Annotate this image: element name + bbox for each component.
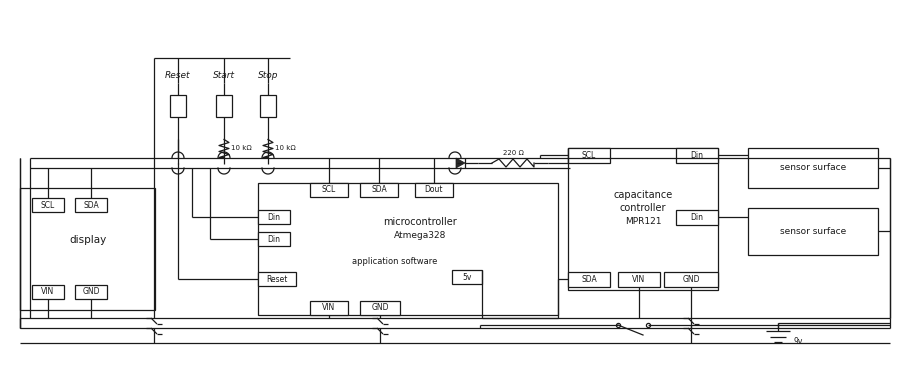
Text: Atmega328: Atmega328 bbox=[394, 231, 446, 240]
FancyBboxPatch shape bbox=[257, 272, 295, 286]
Polygon shape bbox=[455, 158, 464, 168]
Text: GND: GND bbox=[682, 275, 699, 284]
FancyBboxPatch shape bbox=[310, 301, 348, 315]
FancyBboxPatch shape bbox=[567, 148, 610, 163]
FancyBboxPatch shape bbox=[567, 148, 717, 290]
Text: Dout: Dout bbox=[424, 186, 442, 194]
Text: Reset: Reset bbox=[266, 275, 287, 284]
Text: 9v: 9v bbox=[793, 336, 802, 345]
Text: Din: Din bbox=[690, 213, 703, 222]
Text: SDA: SDA bbox=[371, 186, 386, 194]
FancyBboxPatch shape bbox=[452, 270, 481, 284]
Text: controller: controller bbox=[619, 203, 666, 213]
FancyBboxPatch shape bbox=[747, 148, 877, 188]
FancyBboxPatch shape bbox=[567, 272, 610, 287]
FancyBboxPatch shape bbox=[257, 232, 290, 246]
Text: 10 kΩ: 10 kΩ bbox=[231, 145, 251, 151]
Text: GND: GND bbox=[82, 287, 99, 296]
Text: sensor surface: sensor surface bbox=[779, 226, 845, 235]
FancyBboxPatch shape bbox=[664, 272, 717, 287]
Text: Din: Din bbox=[690, 151, 703, 160]
FancyBboxPatch shape bbox=[32, 285, 64, 299]
Text: Din: Din bbox=[267, 235, 280, 244]
FancyBboxPatch shape bbox=[359, 301, 399, 315]
Text: VIN: VIN bbox=[632, 275, 645, 284]
Text: application software: application software bbox=[352, 258, 437, 266]
FancyBboxPatch shape bbox=[747, 208, 877, 255]
Text: SCL: SCL bbox=[321, 186, 336, 194]
Text: 220 Ω: 220 Ω bbox=[502, 150, 523, 156]
FancyBboxPatch shape bbox=[618, 272, 659, 287]
Text: SDA: SDA bbox=[83, 200, 98, 210]
Text: microcontroller: microcontroller bbox=[383, 217, 456, 227]
Text: Stop: Stop bbox=[257, 70, 278, 79]
FancyBboxPatch shape bbox=[257, 183, 557, 315]
Text: capacitance: capacitance bbox=[613, 190, 672, 200]
FancyBboxPatch shape bbox=[170, 95, 186, 117]
FancyBboxPatch shape bbox=[359, 183, 397, 197]
Text: sensor surface: sensor surface bbox=[779, 163, 845, 172]
FancyBboxPatch shape bbox=[75, 198, 107, 212]
Text: 10 kΩ: 10 kΩ bbox=[275, 145, 295, 151]
Text: MPR121: MPR121 bbox=[624, 217, 660, 226]
FancyBboxPatch shape bbox=[260, 95, 275, 117]
FancyBboxPatch shape bbox=[75, 285, 107, 299]
Text: VIN: VIN bbox=[42, 287, 54, 296]
Text: 5v: 5v bbox=[461, 273, 471, 282]
FancyBboxPatch shape bbox=[216, 95, 232, 117]
Text: SCL: SCL bbox=[582, 151, 595, 160]
Text: GND: GND bbox=[371, 303, 388, 312]
Text: display: display bbox=[70, 235, 107, 245]
FancyBboxPatch shape bbox=[414, 183, 452, 197]
Text: Reset: Reset bbox=[165, 70, 191, 79]
FancyBboxPatch shape bbox=[310, 183, 348, 197]
Text: SDA: SDA bbox=[581, 275, 596, 284]
FancyBboxPatch shape bbox=[32, 198, 64, 212]
FancyBboxPatch shape bbox=[20, 188, 154, 310]
Text: Start: Start bbox=[213, 70, 235, 79]
FancyBboxPatch shape bbox=[675, 148, 717, 163]
FancyBboxPatch shape bbox=[257, 210, 290, 224]
FancyBboxPatch shape bbox=[675, 210, 717, 225]
Text: SCL: SCL bbox=[41, 200, 55, 210]
Text: Din: Din bbox=[267, 212, 280, 221]
Text: VIN: VIN bbox=[322, 303, 335, 312]
